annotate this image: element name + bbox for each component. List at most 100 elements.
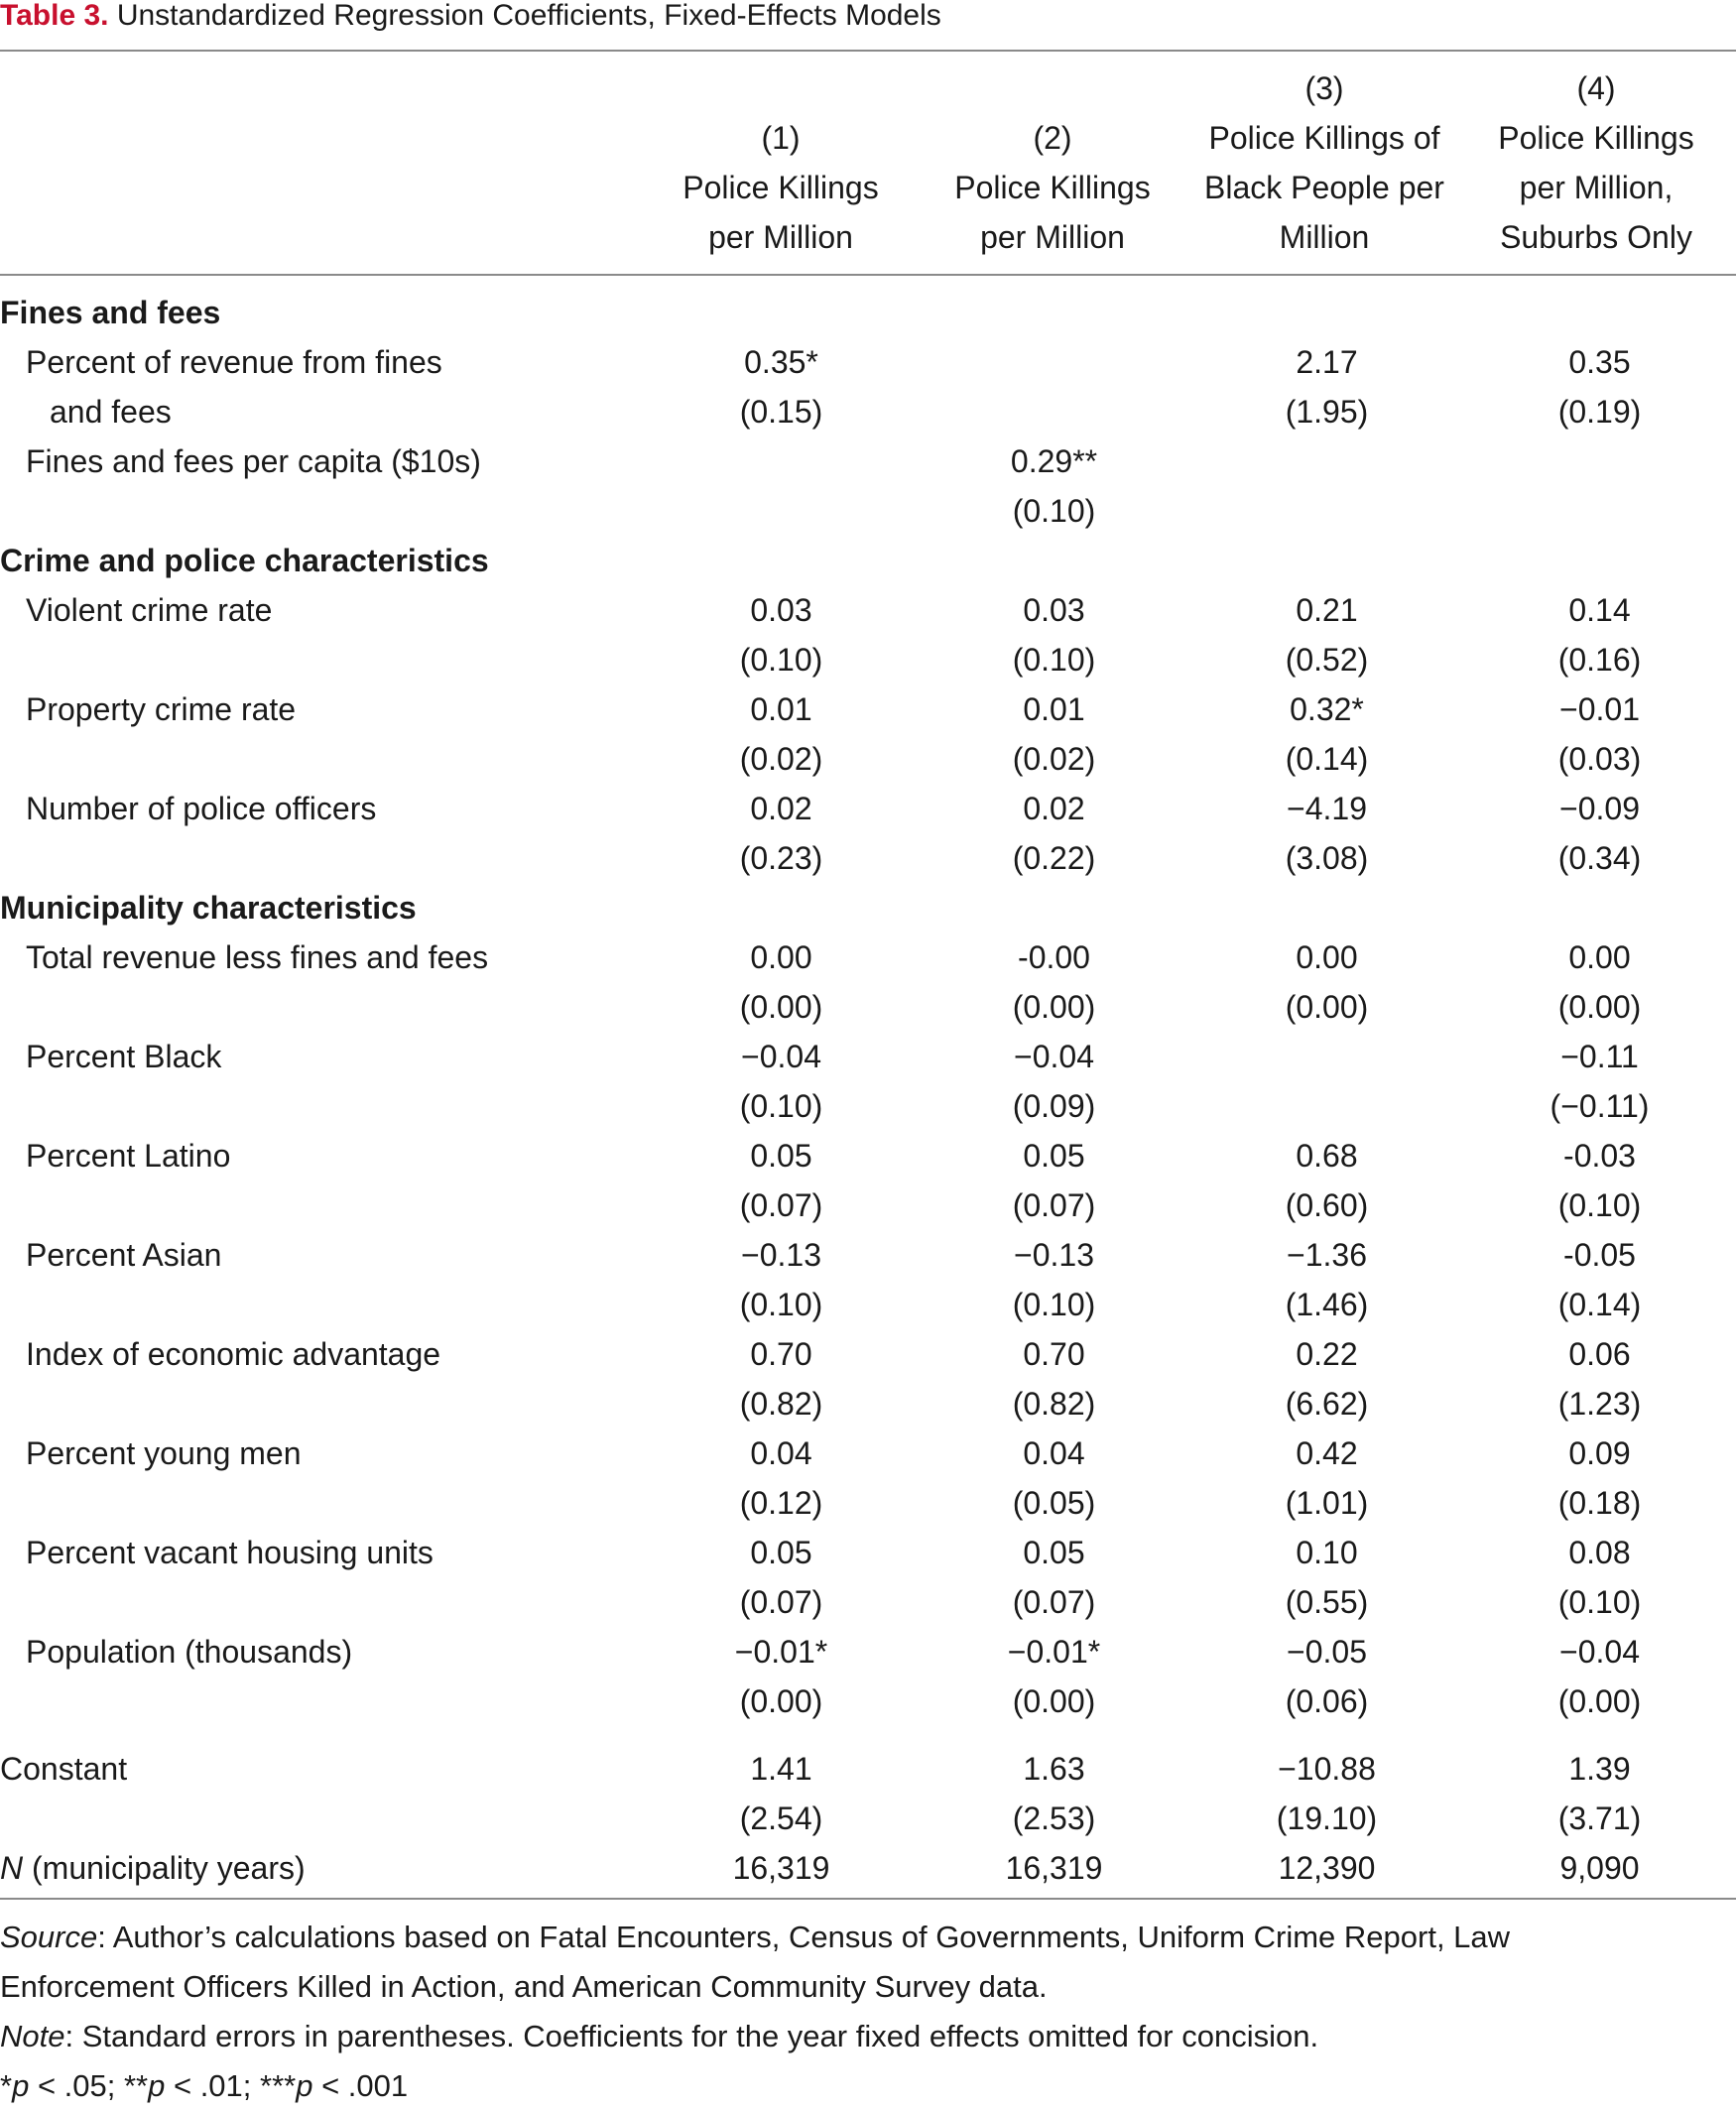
coef-cell-4: −0.09: [1559, 791, 1640, 826]
row-label: Index of economic advantage: [26, 1336, 441, 1372]
std-error-cell-1: (0.10): [739, 1287, 823, 1322]
coef-cell-3: −0.05: [1287, 1634, 1367, 1670]
coef-cell-2: [918, 337, 1190, 387]
coef-cell-1: 0.00: [750, 939, 812, 975]
column-header-line: Million: [1279, 219, 1370, 255]
table-row: Percent of revenue from fines 0.35* 2.17 0.…: [0, 337, 1736, 387]
sig-p: p: [148, 2068, 166, 2103]
coef-cell-4: −0.11: [1560, 1039, 1639, 1074]
coef-cell-1: 0.35*: [744, 344, 818, 380]
coef-cell-2: 0.02: [1023, 791, 1085, 826]
std-error-cell-1: (0.07): [739, 1187, 823, 1223]
column-header-line: per Million,: [1519, 170, 1674, 205]
empty-cell: [1190, 288, 1463, 337]
std-error-cell-2: (0.09): [1012, 1088, 1096, 1124]
empty-cell: [918, 536, 1190, 585]
row-label: [0, 1794, 645, 1843]
table-row: Percent vacant housing units 0.05 0.05 0.10…: [0, 1528, 1736, 1577]
empty-cell: [918, 288, 1190, 337]
row-label: [0, 1379, 645, 1428]
coef-cell-2: [918, 387, 1190, 436]
row-label: [0, 635, 645, 684]
sig-part: < .001: [312, 2068, 409, 2103]
row-label: Percent vacant housing units: [26, 1535, 434, 1570]
table-row: (2.54) (2.53) (19.10) (3.71): [0, 1794, 1736, 1843]
table-number: Table 3.: [0, 0, 109, 32]
sig-part: < .01; ***: [165, 2068, 297, 2103]
std-error-cell-4: (0.00): [1557, 989, 1642, 1025]
row-label: Property crime rate: [26, 691, 297, 727]
empty-cell: [645, 536, 918, 585]
coef-cell-1: (0.15): [739, 394, 823, 430]
coef-cell-1: −0.13: [741, 1237, 821, 1273]
column-header-1: (1) Police Killings per Million: [642, 63, 920, 262]
empty-cell: [645, 288, 918, 337]
std-error-cell-4: (3.71): [1557, 1801, 1642, 1836]
table-row: Number of police officers 0.02 0.02 −4.19 −0…: [0, 784, 1736, 833]
section-row: Fines and fees: [0, 288, 1736, 337]
column-header-line: per Million: [708, 219, 853, 255]
table-row: Population (thousands) −0.01* −0.01* −0.05 −…: [0, 1627, 1736, 1676]
column-header-line: Police Killings: [682, 170, 879, 205]
row-label: [0, 734, 645, 784]
coef-cell-1: 0.03: [750, 592, 812, 628]
std-error-cell-2: (0.00): [1012, 989, 1096, 1025]
coef-cell-1: 0.70: [750, 1336, 812, 1372]
row-label: [0, 1280, 645, 1329]
std-error-cell-4: (0.00): [1557, 1683, 1642, 1719]
std-error-cell-1: (0.10): [739, 1088, 823, 1124]
section-heading: Municipality characteristics: [0, 890, 417, 926]
coef-cell-1: 0.04: [750, 1435, 812, 1471]
std-error-cell-2: (0.10): [1012, 1287, 1096, 1322]
std-error-cell-3: (0.52): [1285, 642, 1369, 678]
coef-cell-2: −0.13: [1014, 1237, 1094, 1273]
row-label: Number of police officers: [26, 791, 377, 826]
column-header-3: (3) Police Killings of Black People per …: [1185, 63, 1463, 262]
column-header-line: [642, 63, 920, 113]
n-label-italic: N: [0, 1850, 24, 1886]
coef-cell-1: 0.02: [750, 791, 812, 826]
coef-cell-3: 0.21: [1296, 592, 1358, 628]
empty-cell: [1463, 536, 1736, 585]
source-note-cont: Enforcement Officers Killed in Action, a…: [0, 1969, 1048, 2004]
table-row: Percent Latino 0.05 0.05 0.68 -0.03: [0, 1131, 1736, 1180]
coef-cell-1: 0.05: [750, 1138, 812, 1174]
coef-cell-4: −0.01: [1559, 691, 1640, 727]
column-header-line: per Million: [980, 219, 1125, 255]
table-row: (0.10): [0, 486, 1736, 536]
std-error-cell-3: [1190, 486, 1463, 536]
coef-cell-4: 0.00: [1568, 939, 1631, 975]
empty-cell: [1463, 288, 1736, 337]
coef-cell-2: 0.03: [1023, 592, 1085, 628]
coef-cell-2: 0.05: [1023, 1138, 1085, 1174]
coef-cell-3: [1190, 436, 1463, 486]
std-error-cell-3: (1.01): [1285, 1485, 1369, 1521]
std-error-cell-4: (0.16): [1557, 642, 1642, 678]
table-row: N (municipality years) 16,319 16,319 12,390…: [0, 1843, 1736, 1893]
coef-cell-4: 0.06: [1568, 1336, 1631, 1372]
coef-cell-3: 2.17: [1296, 344, 1358, 380]
row-label: [0, 486, 645, 536]
empty-cell: [645, 883, 918, 932]
table-row: (0.82) (0.82) (6.62) (1.23): [0, 1379, 1736, 1428]
row-label: [0, 1180, 645, 1230]
empty-cell: [918, 883, 1190, 932]
std-error-cell-3: (0.00): [1285, 989, 1369, 1025]
std-error-cell-1: (0.00): [739, 1683, 823, 1719]
table-row: Percent Asian −0.13 −0.13 −1.36 -0.05: [0, 1230, 1736, 1280]
source-note: Source: Author’s calculations based on F…: [0, 1913, 1736, 1962]
column-header-4: (4) Police Killings per Million, Suburbs…: [1457, 63, 1735, 262]
section-row: Municipality characteristics: [0, 883, 1736, 932]
source-label: Source: [0, 1920, 98, 1954]
coef-cell-2: 0.01: [1023, 691, 1085, 727]
std-error-cell-4: (0.03): [1557, 741, 1642, 777]
row-label: Percent Black: [26, 1039, 222, 1074]
row-label: Fines and fees per capita ($10s): [26, 443, 481, 479]
coef-cell-3: 0.32*: [1290, 691, 1364, 727]
table-row: (0.00) (0.00) (0.00) (0.00): [0, 982, 1736, 1032]
n-label-rest: (municipality years): [23, 1850, 306, 1886]
table-row: Index of economic advantage 0.70 0.70 0.22 0…: [0, 1329, 1736, 1379]
row-label: Violent crime rate: [26, 592, 273, 628]
row-label: [0, 1577, 645, 1627]
sig-part: < .05; **: [29, 2068, 149, 2103]
